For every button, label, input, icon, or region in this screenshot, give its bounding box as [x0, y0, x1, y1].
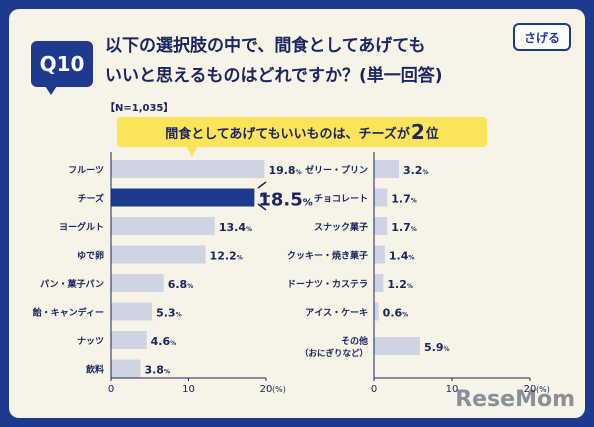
category-label-1-0: ゼリー・プリン	[305, 164, 368, 176]
category-label-0-5: 飴・キャンディー	[32, 307, 104, 319]
category-label-1-6-0: その他	[341, 335, 368, 347]
category-label-0-3: ゆで卵	[77, 250, 104, 262]
value-label-1-0: 3.2%	[403, 164, 429, 177]
x-tick-label-0-0: 0	[108, 384, 114, 395]
value-label-0-6: 4.6%	[151, 335, 177, 348]
value-label-0-2: 13.4%	[219, 221, 252, 234]
category-label-1-3: クッキー・焼き菓子	[287, 250, 368, 262]
question-badge: Q10	[31, 41, 93, 95]
brand-logo: さげる	[513, 23, 571, 51]
title-line-1: 以下の選択肢の中で、間食としてあげても	[105, 36, 426, 56]
value-label-1-6: 5.9%	[424, 341, 450, 354]
bar-1-0	[374, 160, 399, 178]
value-label-0-7: 3.8%	[144, 364, 170, 377]
category-label-1-6-1: （おにぎりなど）	[300, 348, 368, 359]
bar-1-5	[374, 302, 379, 321]
bar-0-0	[111, 160, 265, 178]
x-axis-label-0: (%)	[272, 385, 286, 394]
category-label-0-0: フルーツ	[68, 165, 104, 176]
x-axis-label-1: (%)	[536, 385, 550, 394]
value-label-0-0: 19.8%	[268, 164, 301, 177]
callout-rank-number: 2	[410, 120, 425, 144]
value-unit-1-0: %	[422, 169, 428, 176]
category-label-0-1: チーズ	[77, 193, 104, 205]
x-tick-label-1-1: 10	[446, 384, 459, 395]
title-line-2: いいと思えるものはどれですか？(単一回答) 【N=1,035】	[105, 61, 505, 124]
value-unit-0-0: %	[296, 169, 302, 176]
survey-card: Q10 以下の選択肢の中で、間食としてあげても いいと思えるものはどれですか？(…	[9, 9, 585, 418]
category-label-0-2: ヨーグルト	[59, 221, 104, 233]
x-tick-label-0-2: 20	[260, 384, 273, 395]
x-tick-label-0-1: 10	[182, 384, 195, 395]
sample-size-note: 【N=1,035】	[105, 103, 174, 114]
value-unit-0-3: %	[237, 255, 243, 262]
category-label-0-7: 飲料	[85, 364, 104, 376]
value-label-0-4: 6.8%	[168, 278, 194, 291]
category-label-1-1: チョコレート	[314, 194, 368, 205]
bar-0-7	[111, 359, 141, 378]
bar-1-4	[374, 274, 384, 292]
value-label-1-4: 1.2%	[387, 278, 413, 291]
question-title: 以下の選択肢の中で、間食としてあげても いいと思えるものはどれですか？(単一回答…	[105, 31, 505, 124]
highlight-callout: 間食としてあげてもいいものは、チーズが 2 位	[117, 117, 487, 157]
value-unit-1-3: %	[408, 255, 414, 262]
callout-rank-suffix: 位	[425, 126, 439, 142]
value-unit-1-6: %	[444, 346, 450, 353]
value-label-0-1: 18.5%	[258, 190, 312, 211]
bar-0-5	[111, 302, 153, 321]
callout-text: 間食としてあげてもいいものは、チーズが	[165, 126, 410, 142]
value-label-1-1: 1.7%	[391, 193, 417, 206]
bar-0-6	[111, 331, 147, 349]
category-label-1-2: スナック菓子	[314, 221, 368, 233]
value-unit-0-1: %	[303, 198, 313, 209]
value-unit-1-2: %	[411, 226, 417, 233]
bar-1-6	[374, 337, 421, 355]
category-label-1-4: ドーナツ・カステラ	[287, 279, 368, 290]
value-unit-1-1: %	[411, 198, 417, 205]
resemom-watermark: ReseMom	[455, 387, 575, 412]
sparkle-mark-2	[257, 203, 267, 211]
bar-1-3	[374, 245, 385, 264]
bar-0-3	[111, 245, 206, 264]
x-tick-label-1-2: 20	[524, 384, 537, 395]
value-label-0-5: 5.3%	[156, 307, 182, 320]
category-label-1-5: アイス・ケーキ	[305, 308, 368, 319]
value-unit-0-6: %	[170, 340, 176, 347]
sparkle-mark-0	[257, 181, 267, 189]
x-tick-label-1-0: 0	[371, 384, 377, 395]
value-unit-0-4: %	[187, 283, 193, 290]
value-unit-0-5: %	[176, 312, 182, 319]
value-label-1-2: 1.7%	[391, 221, 417, 234]
bar-0-2	[111, 217, 215, 235]
bar-0-4	[111, 274, 164, 292]
title-line-2-text: いいと思えるものはどれですか？(単一回答)	[105, 66, 443, 86]
category-label-0-6: ナッツ	[77, 336, 104, 347]
value-unit-1-5: %	[402, 312, 408, 319]
bar-1-2	[374, 217, 388, 235]
value-unit-0-2: %	[246, 226, 252, 233]
category-label-0-4: パン・菓子パン	[40, 278, 104, 290]
bar-1-1	[374, 188, 388, 207]
bar-0-1	[111, 188, 255, 207]
value-unit-0-7: %	[164, 369, 170, 376]
value-unit-1-4: %	[407, 283, 413, 290]
value-label-1-3: 1.4%	[389, 250, 415, 263]
value-label-0-3: 12.2%	[210, 250, 243, 263]
value-label-1-5: 0.6%	[383, 307, 409, 320]
